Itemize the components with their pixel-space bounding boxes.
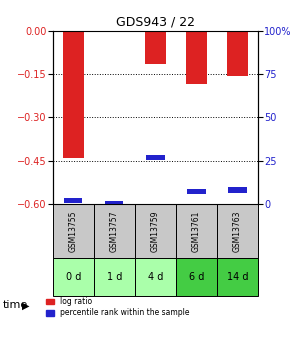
Text: GSM13755: GSM13755 xyxy=(69,210,78,252)
Text: GSM13761: GSM13761 xyxy=(192,210,201,252)
FancyBboxPatch shape xyxy=(217,258,258,296)
Text: GSM13759: GSM13759 xyxy=(151,210,160,252)
Bar xyxy=(105,201,124,206)
Bar xyxy=(146,155,165,160)
Bar xyxy=(228,187,246,193)
FancyBboxPatch shape xyxy=(135,258,176,296)
FancyBboxPatch shape xyxy=(217,204,258,258)
FancyBboxPatch shape xyxy=(176,204,217,258)
FancyBboxPatch shape xyxy=(135,204,176,258)
FancyBboxPatch shape xyxy=(94,204,135,258)
FancyBboxPatch shape xyxy=(53,258,94,296)
Text: 6 d: 6 d xyxy=(189,272,204,282)
Text: GSM13757: GSM13757 xyxy=(110,210,119,252)
Bar xyxy=(187,189,205,194)
Bar xyxy=(64,198,83,203)
Text: ▶: ▶ xyxy=(22,300,30,310)
Bar xyxy=(186,31,207,84)
Bar xyxy=(227,31,248,76)
FancyBboxPatch shape xyxy=(176,258,217,296)
Text: 0 d: 0 d xyxy=(66,272,81,282)
FancyBboxPatch shape xyxy=(53,204,94,258)
Text: GSM13763: GSM13763 xyxy=(233,210,242,252)
Bar xyxy=(63,31,84,158)
Legend: log ratio, percentile rank within the sample: log ratio, percentile rank within the sa… xyxy=(46,297,190,317)
Text: 4 d: 4 d xyxy=(148,272,163,282)
Text: 14 d: 14 d xyxy=(226,272,248,282)
Text: 1 d: 1 d xyxy=(107,272,122,282)
Title: GDS943 / 22: GDS943 / 22 xyxy=(116,16,195,29)
Text: time: time xyxy=(3,300,28,310)
Bar xyxy=(145,31,166,64)
FancyBboxPatch shape xyxy=(94,258,135,296)
